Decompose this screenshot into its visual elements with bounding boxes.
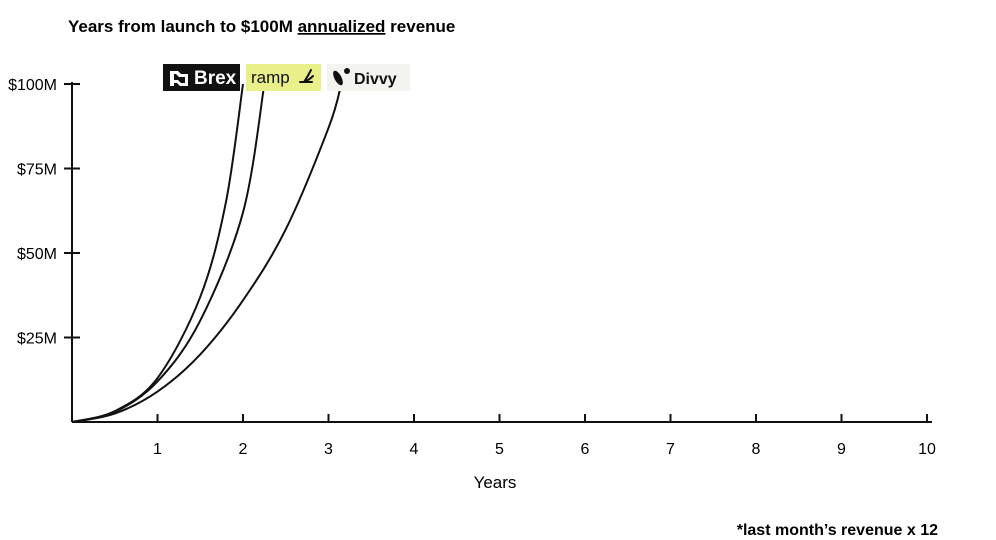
ramp-mark-icon (299, 69, 314, 83)
x-ticks: 1 2 3 4 5 6 7 8 9 10 (153, 414, 936, 458)
logo-ramp: ramp (246, 64, 321, 91)
x-tick-label: 7 (666, 441, 675, 458)
y-ticks: $25M $50M $75M $100M (8, 77, 80, 348)
x-tick-label: 9 (837, 441, 846, 458)
series-group (71, 83, 343, 423)
logo-text: Brex (194, 68, 237, 89)
logo-text: ramp (251, 68, 290, 87)
logo-divvy: Divvy (327, 64, 410, 91)
x-tick-label: 4 (410, 441, 419, 458)
y-tick-label: $25M (17, 331, 57, 348)
x-tick-label: 3 (324, 441, 333, 458)
x-axis-label: Years (474, 473, 517, 492)
divvy-dot-icon (344, 68, 350, 74)
series-logos: Brex ramp Divvy (163, 64, 410, 91)
series-line-ramp (71, 83, 266, 423)
divvy-mark-icon (333, 70, 343, 86)
footnote: *last month’s revenue x 12 (737, 522, 938, 539)
y-tick-label: $100M (8, 77, 57, 94)
y-tick-label: $75M (17, 162, 57, 179)
x-tick-label: 5 (495, 441, 504, 458)
x-tick-label: 10 (918, 441, 936, 458)
x-tick-label: 1 (153, 441, 162, 458)
x-tick-label: 6 (581, 441, 590, 458)
chart-title: Years from launch to $100M annualized re… (68, 17, 455, 36)
chart-title-underlined: annualized (298, 17, 386, 36)
chart-title-part2: revenue (385, 17, 455, 36)
series-line-divvy (71, 83, 343, 423)
chart-title-part1: Years from launch to $100M (68, 17, 298, 36)
logo-text: Divvy (354, 71, 397, 88)
y-tick-label: $50M (17, 246, 57, 263)
series-line-brex (71, 83, 244, 423)
logo-background (246, 64, 321, 91)
brex-mark-inner (174, 74, 185, 83)
x-tick-label: 2 (239, 441, 248, 458)
logo-brex: Brex (163, 64, 240, 91)
x-tick-label: 8 (752, 441, 761, 458)
